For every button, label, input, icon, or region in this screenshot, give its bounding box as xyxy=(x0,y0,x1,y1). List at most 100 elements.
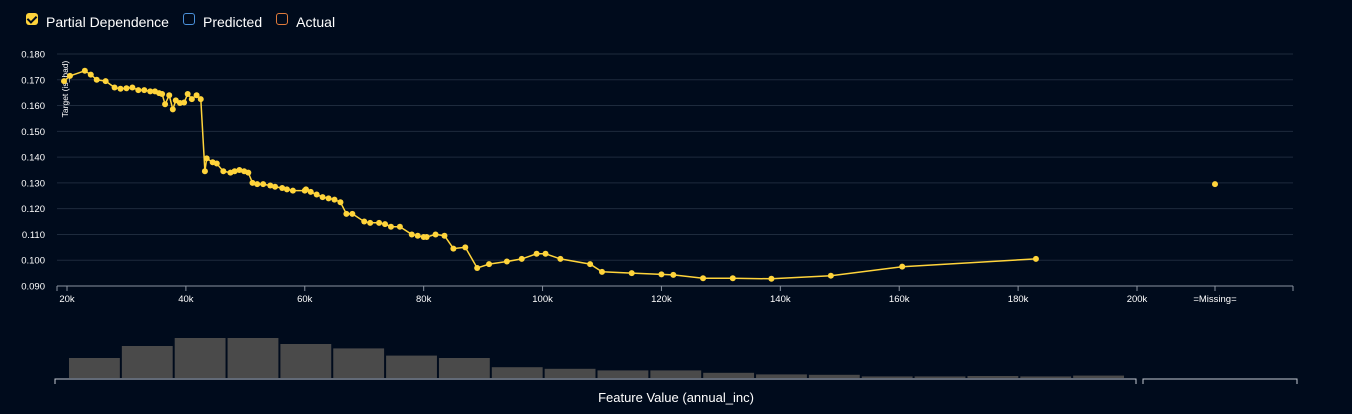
data-point[interactable] xyxy=(123,85,130,92)
data-point[interactable] xyxy=(628,270,635,277)
data-point[interactable] xyxy=(349,210,356,217)
data-point[interactable] xyxy=(302,186,309,193)
data-point[interactable] xyxy=(382,221,389,228)
data-point[interactable] xyxy=(307,188,314,195)
data-point[interactable] xyxy=(283,186,290,193)
data-point[interactable] xyxy=(474,264,481,271)
data-point[interactable] xyxy=(450,245,457,252)
checkbox-unchecked-icon[interactable] xyxy=(182,13,195,25)
data-point[interactable] xyxy=(658,271,665,278)
legend-item-partial-dependence[interactable]: Partial Dependence xyxy=(26,13,169,30)
data-point[interactable] xyxy=(236,167,243,173)
data-point[interactable] xyxy=(141,87,148,94)
data-point[interactable] xyxy=(249,179,256,186)
data-point[interactable] xyxy=(231,168,238,175)
data-point[interactable] xyxy=(166,92,173,99)
data-point[interactable] xyxy=(700,275,707,282)
data-point[interactable] xyxy=(188,96,195,103)
data-point[interactable] xyxy=(587,261,594,268)
data-point[interactable] xyxy=(396,223,403,230)
data-point[interactable] xyxy=(289,187,296,194)
histogram-bar xyxy=(333,348,385,378)
data-point[interactable] xyxy=(220,168,227,175)
x-tick-label: 200k xyxy=(1127,294,1148,305)
range-brush[interactable] xyxy=(54,378,1298,384)
data-point[interactable] xyxy=(827,272,834,279)
data-point[interactable] xyxy=(129,84,136,91)
legend-item-actual[interactable]: Actual xyxy=(276,13,335,30)
histogram-bar xyxy=(914,376,966,378)
x-axis: 20k 40k 60k 80k 100k 120k 140k 160k 180k 200k =Mis… xyxy=(56,285,1294,305)
data-point[interactable] xyxy=(414,232,421,239)
data-point[interactable] xyxy=(325,195,332,202)
legend-item-predicted[interactable]: Predicted xyxy=(182,13,262,30)
data-point[interactable] xyxy=(197,96,204,103)
data-point[interactable] xyxy=(81,67,88,74)
x-tick-label: 80k xyxy=(416,294,432,305)
histogram-bar xyxy=(69,358,120,378)
data-point[interactable] xyxy=(162,101,169,108)
data-point[interactable] xyxy=(486,261,493,268)
data-point[interactable] xyxy=(376,219,383,226)
data-point[interactable] xyxy=(319,194,326,201)
data-point[interactable] xyxy=(117,85,124,92)
data-point[interactable] xyxy=(201,168,208,175)
x-tick-label: 100k xyxy=(532,294,553,305)
brush-frame[interactable] xyxy=(54,378,1137,384)
data-point[interactable] xyxy=(169,106,176,113)
data-point[interactable] xyxy=(279,185,286,192)
data-point[interactable] xyxy=(267,182,274,189)
data-point[interactable] xyxy=(331,196,338,203)
data-point[interactable] xyxy=(361,218,368,225)
data-point[interactable] xyxy=(87,71,94,78)
data-point[interactable] xyxy=(102,78,109,85)
data-point[interactable] xyxy=(599,268,605,275)
y-tick-label: 0.120 xyxy=(21,204,45,215)
data-point[interactable] xyxy=(254,181,261,188)
data-point[interactable] xyxy=(768,275,775,282)
data-point[interactable] xyxy=(408,231,415,238)
data-point[interactable] xyxy=(337,199,344,206)
histogram-bar xyxy=(121,346,173,378)
data-point[interactable] xyxy=(670,271,677,278)
x-tick-label: 140k xyxy=(770,294,791,305)
data-point[interactable] xyxy=(542,250,549,257)
data-point[interactable] xyxy=(181,99,188,106)
y-tick-label: 0.110 xyxy=(22,230,45,241)
data-point[interactable] xyxy=(533,250,540,257)
data-point[interactable] xyxy=(503,258,510,265)
data-point[interactable] xyxy=(272,183,279,190)
data-point[interactable] xyxy=(193,92,200,99)
data-point-missing[interactable] xyxy=(1212,181,1218,188)
data-point[interactable] xyxy=(260,181,267,188)
data-point[interactable] xyxy=(387,223,394,230)
data-point[interactable] xyxy=(462,244,469,251)
data-point[interactable] xyxy=(159,90,166,97)
data-point[interactable] xyxy=(213,160,220,167)
histogram-bar xyxy=(808,374,860,378)
data-point[interactable] xyxy=(441,232,448,239)
data-point[interactable] xyxy=(557,255,564,262)
data-point[interactable] xyxy=(518,255,525,262)
checkbox-unchecked-icon[interactable] xyxy=(276,13,289,25)
data-point[interactable] xyxy=(203,155,210,162)
data-point[interactable] xyxy=(313,191,320,198)
data-point[interactable] xyxy=(899,263,906,270)
checkbox-checked-icon[interactable] xyxy=(26,13,38,25)
data-point[interactable] xyxy=(111,84,118,91)
histogram-bar xyxy=(650,370,702,378)
data-point[interactable] xyxy=(245,169,252,176)
data-point[interactable] xyxy=(367,219,374,226)
data-point[interactable] xyxy=(184,90,191,97)
data-point[interactable] xyxy=(1032,255,1039,262)
data-point[interactable] xyxy=(432,231,439,238)
data-point[interactable] xyxy=(729,275,736,282)
brush-frame[interactable] xyxy=(1142,378,1298,384)
data-point[interactable] xyxy=(93,76,100,83)
data-point[interactable] xyxy=(135,87,142,94)
data-point[interactable] xyxy=(66,72,73,79)
data-point[interactable] xyxy=(423,234,430,241)
data-point[interactable] xyxy=(61,78,68,85)
data-point[interactable] xyxy=(343,210,350,217)
data-point[interactable] xyxy=(147,88,154,95)
